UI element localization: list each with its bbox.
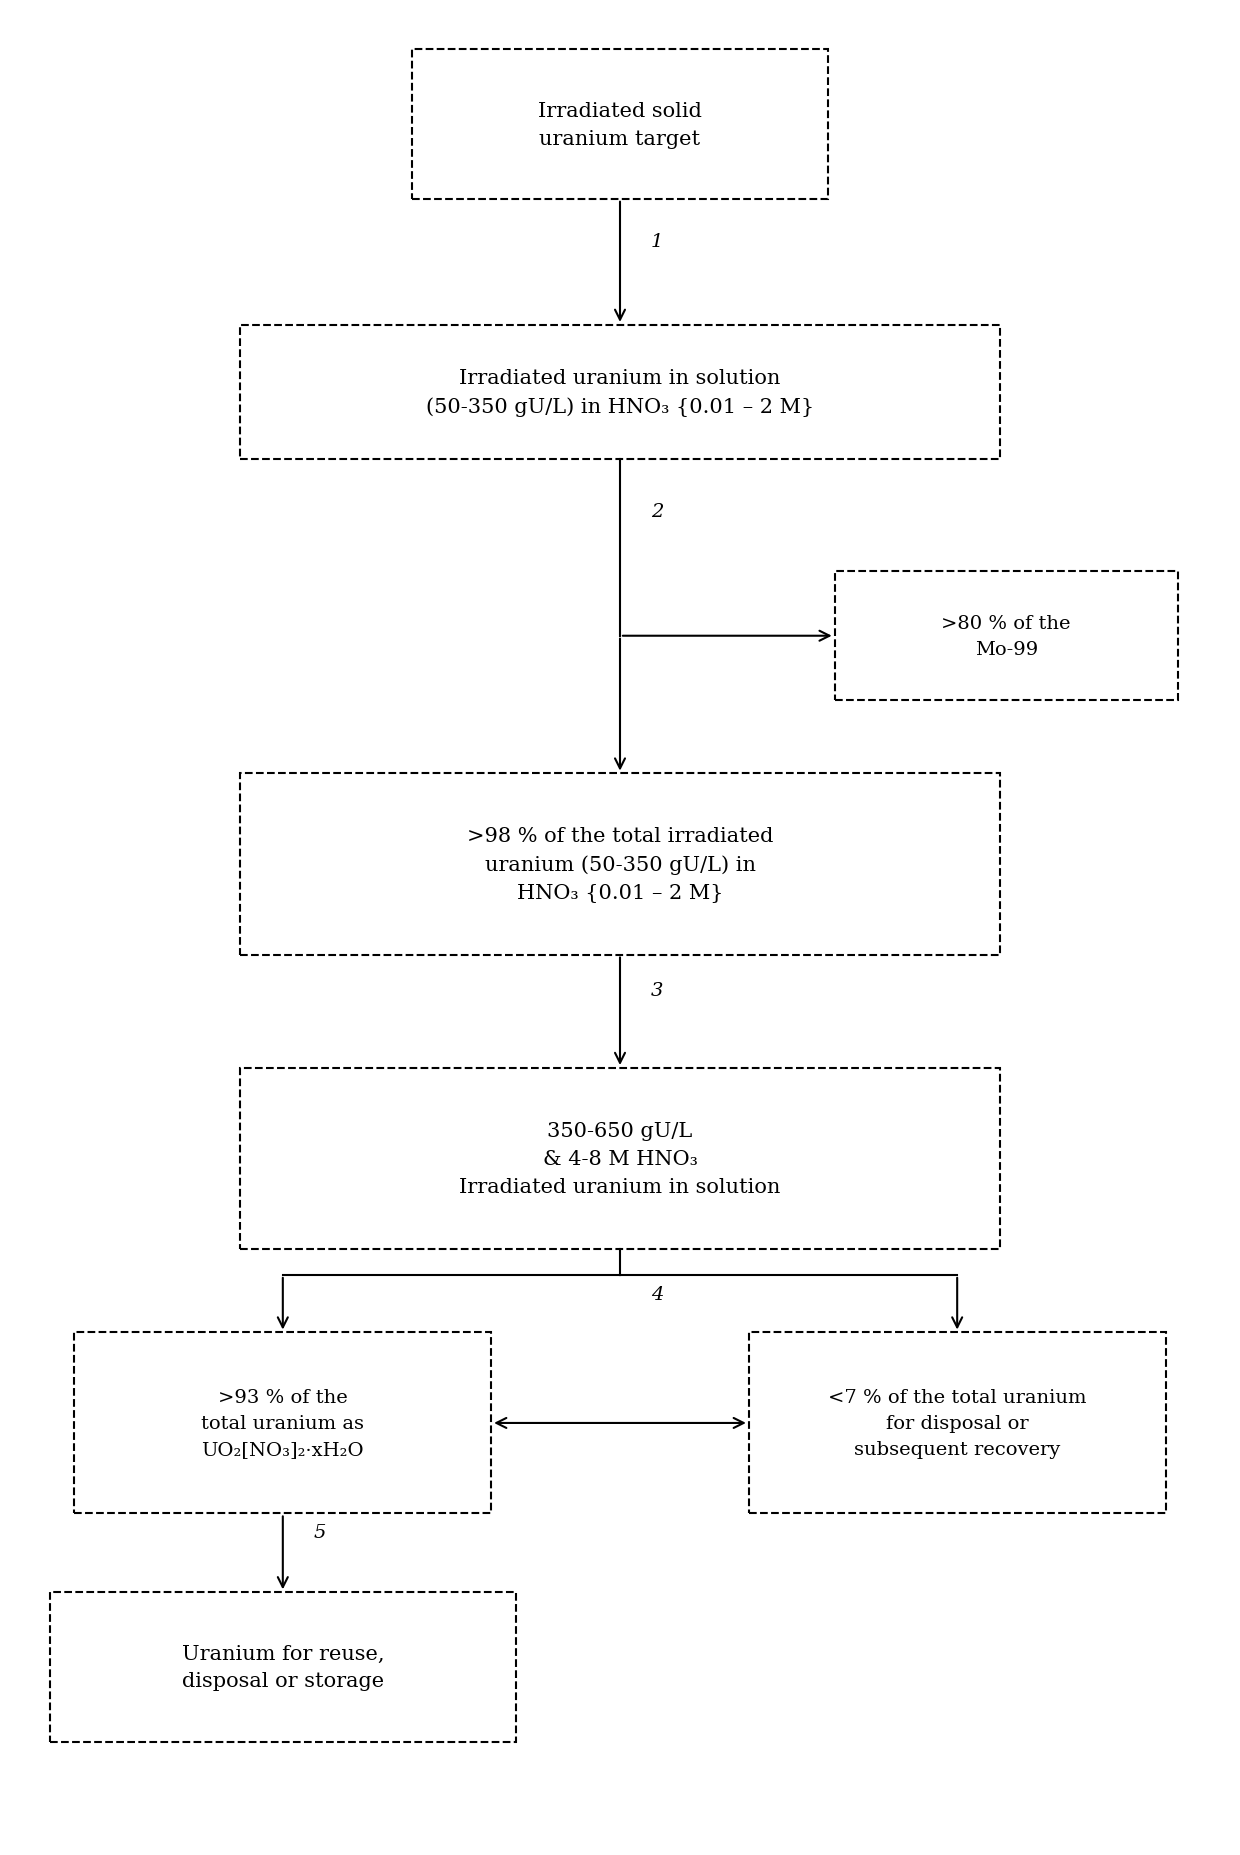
- Bar: [239, 326, 1001, 460]
- Text: <7 % of the total uranium
for disposal or
subsequent recovery: <7 % of the total uranium for disposal o…: [828, 1388, 1086, 1458]
- Text: 5: 5: [314, 1523, 326, 1542]
- Text: 3: 3: [651, 981, 663, 1000]
- Bar: [50, 1592, 516, 1742]
- Text: >98 % of the total irradiated
uranium (50-350 gU/L) in
HNO₃ {0.01 – 2 M}: >98 % of the total irradiated uranium (5…: [466, 827, 774, 903]
- Bar: [74, 1332, 491, 1514]
- Bar: [239, 1068, 1001, 1248]
- Text: 4: 4: [651, 1286, 663, 1302]
- Bar: [835, 571, 1178, 701]
- Text: 1: 1: [651, 234, 663, 250]
- Bar: [412, 50, 828, 200]
- Text: 2: 2: [651, 503, 663, 521]
- Text: Uranium for reuse,
disposal or storage: Uranium for reuse, disposal or storage: [181, 1644, 384, 1690]
- Text: Irradiated solid
uranium target: Irradiated solid uranium target: [538, 102, 702, 148]
- Bar: [749, 1332, 1166, 1514]
- Bar: [239, 774, 1001, 955]
- Text: >80 % of the
Mo-99: >80 % of the Mo-99: [941, 614, 1071, 659]
- Text: 350-650 gU/L
& 4-8 M HNO₃
Irradiated uranium in solution: 350-650 gU/L & 4-8 M HNO₃ Irradiated ura…: [459, 1120, 781, 1196]
- Text: >93 % of the
total uranium as
UO₂[NO₃]₂·xH₂O: >93 % of the total uranium as UO₂[NO₃]₂·…: [201, 1388, 365, 1458]
- Text: Irradiated uranium in solution
(50-350 gU/L) in HNO₃ {0.01 – 2 M}: Irradiated uranium in solution (50-350 g…: [425, 369, 815, 417]
